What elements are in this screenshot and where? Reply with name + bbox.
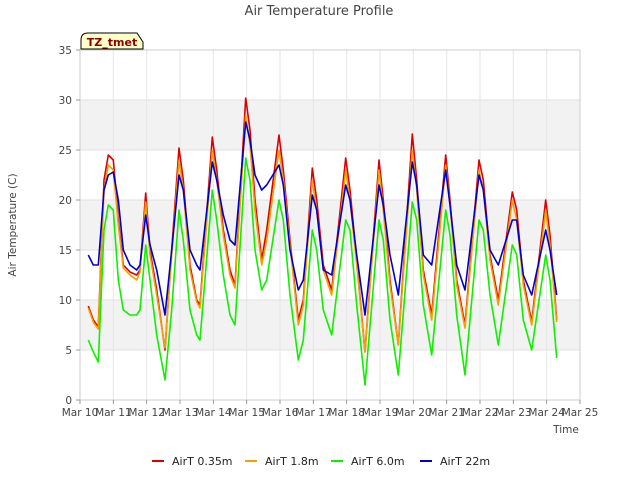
series-layer [87,97,558,386]
legend-label-3: AirT 22m [440,455,490,468]
x-tick-label: Mar 12 [128,407,165,419]
legend-label-0: AirT 0.35m [172,455,233,468]
series-line-2 [87,157,558,386]
x-tick-label: Mar 21 [428,407,465,419]
y-tick-label: 35 [59,45,72,57]
x-tick-label: Mar 25 [562,407,599,419]
plot-area-frame [79,49,581,401]
grid-band [80,200,580,250]
x-tick-label: Mar 17 [295,407,332,419]
x-tick-label: Mar 10 [62,407,99,419]
y-axis-ticks: 0 5 10 15 20 25 30 35 [59,45,80,407]
y-axis-label: Air Temperature (C) [7,173,19,276]
y-tick-label: 30 [59,95,72,107]
x-tick-label: Mar 22 [462,407,499,419]
y-tick-label: 10 [59,295,72,307]
x-tick-label: Mar 16 [262,407,299,419]
x-tick-label: Mar 13 [162,407,199,419]
x-tick-label: Mar 19 [362,407,399,419]
x-tick-label: Mar 20 [395,407,432,419]
x-tick-label: Mar 24 [528,407,565,419]
badge-label: TZ_tmet [87,36,137,49]
y-tick-label: 20 [59,195,72,207]
legend-label-2: AirT 6.0m [351,455,405,468]
x-tick-label: Mar 11 [95,407,132,419]
grid-bands [80,100,580,350]
y-tick-label: 15 [59,245,72,257]
badge-shape [80,32,144,50]
chart-title: Air Temperature Profile [245,4,394,19]
y-tick-label: 0 [65,395,72,407]
legend-label-1: AirT 1.8m [265,455,319,468]
x-tick-label: Mar 23 [495,407,532,419]
x-axis-label: Time [552,424,579,436]
x-tick-label: Mar 18 [328,407,365,419]
x-tick-label: Mar 14 [195,407,232,419]
y-tick-label: 25 [59,145,72,157]
tz-badge: TZ_tmet [80,32,144,50]
x-tick-label: Mar 15 [228,407,265,419]
legend: AirT 0.35m AirT 1.8m AirT 6.0m AirT 22m [152,455,490,468]
series-line-3 [87,121,558,316]
y-tick-label: 5 [65,345,72,357]
grid-band [80,100,580,150]
